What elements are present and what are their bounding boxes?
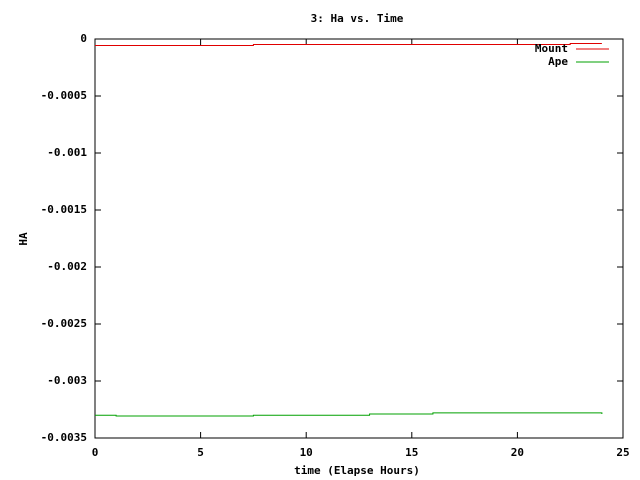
x-tick-label: 10 — [300, 446, 313, 459]
y-tick-label: -0.0035 — [41, 431, 87, 444]
y-tick-label: -0.0025 — [41, 317, 87, 330]
legend-label: Ape — [548, 55, 568, 68]
data-line — [95, 412, 603, 417]
y-tick-label: -0.003 — [47, 374, 87, 387]
x-tick-label: 20 — [511, 446, 524, 459]
x-tick-label: 15 — [405, 446, 418, 459]
legend-label: Mount — [535, 42, 568, 55]
chart-title: 3: Ha vs. Time — [311, 12, 404, 25]
x-tick-label: 5 — [197, 446, 204, 459]
y-axis-label: HA — [17, 232, 30, 246]
plot-border — [94, 38, 624, 439]
y-tick-label: -0.002 — [47, 260, 87, 273]
y-tick-label: -0.0015 — [41, 203, 87, 216]
y-tick-label: 0 — [80, 32, 87, 45]
data-line — [95, 43, 602, 46]
x-axis-label: time (Elapse Hours) — [294, 464, 420, 477]
y-tick-label: -0.001 — [47, 146, 87, 159]
x-tick-label: 25 — [616, 446, 629, 459]
x-tick-label: 0 — [92, 446, 99, 459]
y-tick-label: -0.0005 — [41, 89, 87, 102]
